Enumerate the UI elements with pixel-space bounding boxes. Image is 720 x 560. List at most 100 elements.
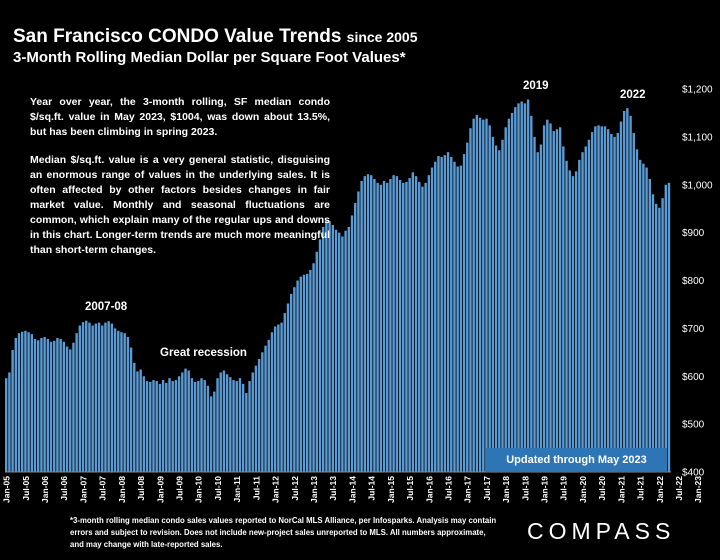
bar [478,117,482,472]
y-tick-label: $1,200 [682,85,713,96]
bar [446,152,450,472]
bar [594,126,597,472]
x-tick-label: Jan-14 [347,476,357,503]
bar [245,393,248,472]
bar [354,202,357,472]
bar [520,101,523,472]
bar [321,226,325,472]
bar [181,372,184,472]
x-tick-label: Jul-14 [367,476,377,501]
x-tick-label: Jan-08 [117,476,127,503]
bar [270,332,274,472]
annotation-2022: 2022 [620,89,646,101]
bar [382,180,386,473]
y-tick-label: $900 [682,228,705,239]
bar [363,176,367,472]
bar [517,103,520,473]
bar [273,326,277,472]
bar [402,182,405,472]
bar [427,175,431,472]
bar [305,273,309,472]
x-tick-label: Jan-18 [501,476,511,503]
y-tick-label: $1,100 [682,132,713,143]
bar [248,381,251,472]
bar [312,263,315,472]
bar [328,221,331,472]
footnote: *3-month rolling median condo sales valu… [70,516,497,549]
bar [613,136,616,473]
bar [466,142,469,472]
bar [142,376,146,472]
bar [555,129,559,472]
bar [571,176,575,472]
bar [161,380,165,472]
x-tick-label: Jul-17 [482,476,492,501]
bar [117,330,120,472]
bar [174,380,178,472]
bar [85,320,88,472]
bar [78,325,82,472]
bar [411,172,415,473]
annotation-2007-08: 2007-08 [85,301,128,313]
bar [14,337,18,472]
bar [120,332,123,472]
bar [158,383,162,472]
bar [622,111,626,473]
bar [53,340,56,472]
bar [219,372,222,472]
bar [450,156,453,473]
bar [510,112,514,472]
bar [341,236,344,472]
bar [325,220,328,472]
y-tick-label: $800 [682,276,705,287]
bar [626,108,629,473]
bar [254,365,258,472]
bar [88,322,91,472]
y-tick-label: $400 [682,468,705,479]
bar [488,125,491,472]
x-tick-label: Jul-19 [559,476,569,501]
bar [597,125,600,472]
bar [184,368,187,472]
bar [283,313,286,472]
bar [658,207,661,473]
bar [504,127,507,473]
bar [581,152,584,472]
bar [606,129,610,472]
bar [289,293,293,472]
bar [533,136,536,473]
x-tick-label: Jan-10 [194,476,204,503]
bar [485,118,488,473]
bar [241,383,245,472]
bar [578,159,581,473]
bar [91,325,94,472]
bar [261,352,264,472]
bar [629,115,632,472]
bar [462,154,466,473]
bar [574,171,578,472]
x-tick-label: Jan-12 [271,476,281,503]
bar [155,381,158,472]
bar [33,338,37,472]
bar [302,274,306,472]
bar [251,372,254,472]
bar [494,145,498,473]
bar [81,322,85,472]
bar [21,331,24,472]
bar [152,380,155,472]
bar [113,328,117,473]
bar [645,167,648,472]
bar [8,372,11,472]
bar [133,362,136,472]
bar [286,303,290,472]
chart-title: San Francisco CONDO Value Trends since 2… [13,26,418,48]
y-tick-label: $700 [682,324,705,335]
bar [315,251,318,472]
bar [408,178,411,473]
bar [530,115,533,472]
bar [366,174,370,472]
bar [619,121,623,472]
bar [482,119,485,472]
compass-logo: COMPASS [527,518,676,544]
annotation-great-recession: Great recession [160,347,247,359]
